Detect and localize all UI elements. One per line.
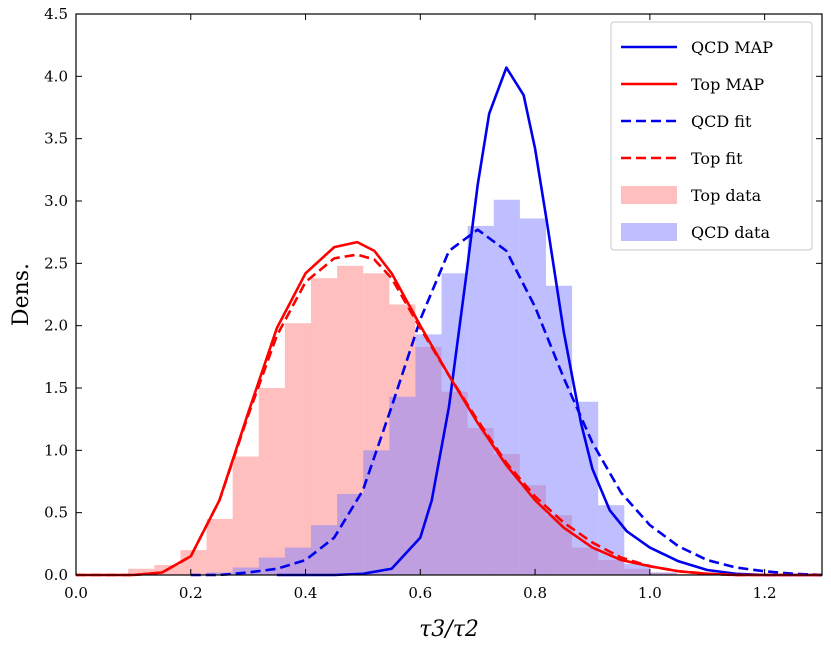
hist-bar bbox=[337, 493, 364, 575]
legend-item-qcd-data: QCD data bbox=[621, 223, 770, 242]
legend-label: Top data bbox=[691, 186, 762, 205]
y-tick-label: 0.0 bbox=[44, 566, 68, 584]
hist-bar bbox=[284, 323, 311, 575]
y-tick-label: 4.0 bbox=[44, 67, 68, 85]
legend-item-top-fit: Top fit bbox=[621, 149, 743, 168]
legend-label: Top fit bbox=[691, 149, 743, 168]
y-tick-label: 3.5 bbox=[44, 130, 68, 148]
y-tick-label: 1.0 bbox=[44, 441, 68, 459]
series-line-qcd-fit bbox=[190, 228, 823, 577]
hist-bar bbox=[128, 568, 155, 575]
x-tick-label: 0.2 bbox=[179, 584, 203, 602]
series-line-top-fit bbox=[76, 253, 822, 577]
y-tick-label: 2.0 bbox=[44, 317, 68, 335]
x-tick-label: 0.6 bbox=[408, 584, 432, 602]
legend-label: QCD data bbox=[691, 223, 770, 242]
x-tick-label: 0.8 bbox=[523, 584, 547, 602]
legend-label: QCD fit bbox=[691, 112, 752, 131]
y-tick-label: 0.5 bbox=[44, 504, 68, 522]
y-tick-label: 1.5 bbox=[44, 379, 68, 397]
hist-bar bbox=[493, 199, 520, 575]
series-line-qcd-map bbox=[276, 66, 822, 577]
histogram-qcd-data bbox=[206, 199, 677, 575]
legend-patch-swatch bbox=[621, 186, 677, 204]
hist-bar bbox=[258, 388, 285, 575]
legend-item-qcd-fit: QCD fit bbox=[621, 112, 752, 131]
tick-layer: 0.0 0.2 0.4 0.6 0.8 1.0 1.2 0.0 0.5 1.0 1.5 2.0 2.5 3… bbox=[44, 5, 822, 602]
plot-frame bbox=[75, 13, 823, 576]
legend-item-top-map: Top MAP bbox=[621, 75, 764, 94]
hist-bar bbox=[467, 225, 494, 575]
hist-bar bbox=[206, 572, 233, 575]
x-tick-label: 0.4 bbox=[294, 584, 318, 602]
y-tick-label: 2.5 bbox=[44, 254, 68, 272]
hist-bar bbox=[206, 518, 233, 575]
legend-label: QCD MAP bbox=[691, 38, 773, 57]
hist-bar bbox=[232, 456, 259, 575]
curve-layer bbox=[76, 66, 823, 577]
x-tick-label: 1.2 bbox=[753, 584, 777, 602]
legend-label: Top MAP bbox=[691, 75, 764, 94]
hist-bar bbox=[310, 525, 338, 575]
hist-bar bbox=[180, 550, 207, 575]
y-tick-label: 3.0 bbox=[44, 192, 68, 210]
legend-item-qcd-map: QCD MAP bbox=[621, 38, 773, 57]
legend: QCD MAP Top MAP QCD fit Top fit Top data QCD … bbox=[610, 21, 813, 251]
legend-item-top-data: Top data bbox=[621, 186, 762, 205]
x-tick-label: 1.0 bbox=[638, 584, 662, 602]
x-axis-label: τ3/τ2 bbox=[419, 617, 479, 642]
y-tick-label: 4.5 bbox=[44, 5, 68, 23]
hist-bar bbox=[363, 450, 390, 575]
hist-bar bbox=[624, 563, 651, 575]
x-tick-label: 0.0 bbox=[64, 584, 88, 602]
hist-bar bbox=[519, 218, 546, 575]
y-axis-label: Dens. bbox=[9, 263, 34, 326]
hist-bar bbox=[676, 573, 703, 575]
hist-bar bbox=[598, 505, 625, 575]
hist-bar bbox=[650, 572, 677, 575]
legend-patch-swatch bbox=[621, 223, 677, 241]
hist-bar bbox=[232, 567, 259, 575]
hist-bar bbox=[258, 557, 285, 575]
hist-bar bbox=[572, 401, 599, 575]
hist-bar bbox=[389, 396, 416, 575]
